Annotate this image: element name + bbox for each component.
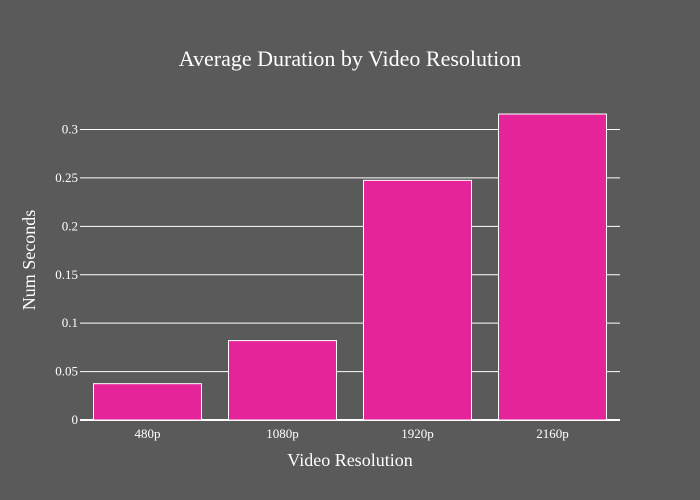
x-tick-label: 480p [135,426,161,441]
x-axis-tick-labels: 480p 1080p 1920p 2160p [135,426,569,441]
y-axis-title: Num Seconds [19,210,39,311]
bar-480p [93,383,202,421]
y-tick-label: 0.1 [62,315,78,330]
y-tick-label: 0.3 [62,122,78,137]
y-tick-label: 0 [72,412,79,427]
x-tick-label: 1920p [401,426,434,441]
bar-2160p [498,113,607,421]
y-axis-tick-labels: 0 0.05 0.1 0.15 0.2 0.25 0.3 [55,122,78,427]
y-tick-label: 0.25 [55,170,78,185]
x-tick-label: 2160p [536,426,569,441]
x-axis-title: Video Resolution [287,450,412,470]
y-tick-label: 0.05 [55,364,78,379]
bar-1080p [228,340,337,421]
x-tick-label: 1080p [266,426,299,441]
y-tick-label: 0.15 [55,267,78,282]
chart-title: Average Duration by Video Resolution [179,46,521,71]
y-tick-label: 0.2 [62,218,78,233]
bar-1920p [363,179,472,421]
bars [93,113,607,421]
